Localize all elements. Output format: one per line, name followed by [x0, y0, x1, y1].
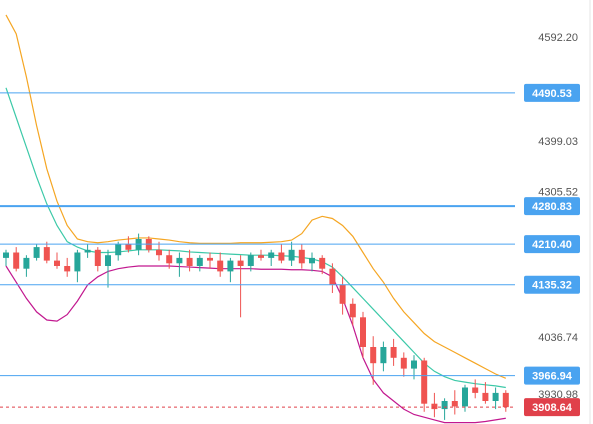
price-label: 4490.53 — [532, 88, 572, 100]
candle-body — [33, 247, 40, 258]
price-label: 4210.40 — [532, 239, 572, 251]
price-label-box — [524, 366, 580, 385]
candle-body — [370, 346, 377, 364]
candle-body — [411, 360, 417, 369]
candle-body — [472, 387, 479, 393]
candle-body — [349, 303, 356, 318]
candle-body — [319, 257, 326, 269]
candle-body — [482, 392, 489, 401]
candle-body — [268, 252, 275, 258]
candle-body — [13, 252, 20, 269]
candle-body — [380, 346, 387, 364]
candle-body — [339, 284, 346, 304]
candle-body — [258, 255, 264, 258]
candle-body — [186, 257, 193, 266]
price-label: 4135.32 — [532, 280, 572, 292]
y-tick-label: 4305.52 — [538, 187, 578, 199]
candle-body — [451, 400, 458, 407]
candle-body — [84, 249, 91, 253]
candle-body — [462, 387, 468, 407]
y-tick-label: 4592.20 — [538, 32, 578, 44]
candle-body — [105, 255, 111, 266]
candle-body — [43, 247, 50, 261]
candle-body — [329, 268, 336, 285]
candle-body — [390, 346, 397, 358]
candle-body — [94, 249, 101, 266]
candle-body — [247, 255, 254, 266]
candle-body — [115, 244, 122, 256]
candle-body — [309, 257, 315, 264]
candle-body — [166, 255, 173, 264]
candle-body — [3, 252, 9, 258]
band-line — [5, 265, 506, 424]
candle-body — [492, 392, 499, 401]
price-label-box — [524, 275, 580, 294]
candle-body — [278, 252, 285, 261]
candle-body — [176, 257, 183, 264]
price-label: 3908.64 — [532, 402, 573, 414]
candle-body — [298, 249, 305, 264]
candle-body — [54, 260, 60, 266]
price-label-box — [524, 83, 580, 102]
band-line — [5, 14, 507, 379]
candle-body — [421, 360, 428, 404]
price-label-box — [524, 235, 580, 254]
y-tick-label: 4399.03 — [538, 136, 578, 148]
candle-body — [207, 257, 213, 261]
candle-body — [196, 257, 203, 266]
candle-body — [441, 400, 448, 410]
candle-body — [227, 260, 234, 272]
candle-body — [288, 249, 295, 261]
price-label-box — [524, 197, 580, 216]
candle-body — [360, 317, 366, 347]
candle-body — [125, 244, 132, 250]
candle-body — [156, 249, 162, 256]
band-line — [5, 87, 506, 389]
candle-body — [431, 403, 438, 410]
candle-body — [400, 357, 407, 369]
y-tick-label: 3930.98 — [538, 389, 578, 401]
price-label: 4280.83 — [532, 201, 572, 213]
candle-body — [502, 392, 509, 408]
candle-body — [23, 257, 30, 269]
candle-body — [217, 260, 224, 272]
y-tick-label: 4036.74 — [538, 332, 578, 344]
price-label-box — [524, 398, 580, 417]
candle-body — [74, 252, 81, 272]
candle-body — [64, 265, 71, 272]
price-label: 3966.94 — [532, 371, 573, 383]
candle-body — [237, 260, 244, 266]
